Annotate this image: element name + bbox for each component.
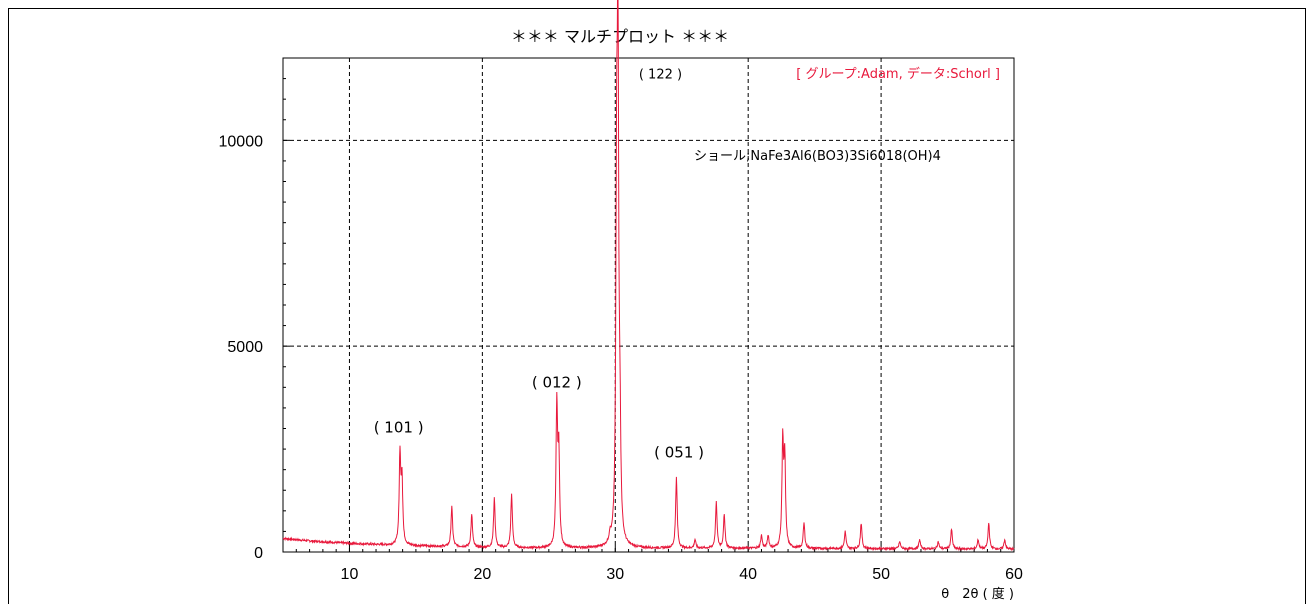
peak-label: ( 012 ) xyxy=(532,373,582,391)
x-tick-label: 50 xyxy=(872,566,890,583)
x-tick-label: 30 xyxy=(606,566,624,583)
x-tick-label: 20 xyxy=(473,566,491,583)
y-tick-label: 0 xyxy=(254,545,263,562)
x-tick-label: 60 xyxy=(1005,566,1023,583)
y-tick-labels: 0 5000 10000 xyxy=(219,133,264,562)
x-tick-label: 10 xyxy=(341,566,359,583)
legend-text: [ グループ:Adam, データ:Schorl ] xyxy=(796,66,1000,82)
plot-area-border xyxy=(282,57,1015,553)
peak-label: ( 122 ) xyxy=(639,68,682,83)
x-axis-label: θ 2θ ( 度 ) xyxy=(941,586,1014,602)
y-tick-label: 10000 xyxy=(219,133,264,150)
x-tick-label: 40 xyxy=(739,566,757,583)
peak-label: ( 101 ) xyxy=(374,419,424,437)
peak-label: ( 051 ) xyxy=(654,443,704,461)
minor-ticks xyxy=(283,78,1002,552)
compound-label: ショール;NaFe3Al6(BO3)3Si6018(OH)4 xyxy=(694,149,941,164)
y-tick-label: 5000 xyxy=(227,339,263,356)
series-line-schorl xyxy=(282,0,1015,552)
peak-annotations: ( 101 ) ( 012 ) ( 122 ) ( 051 ) xyxy=(374,68,704,462)
chart-title: ＊＊＊ マルチプロット ＊＊＊ xyxy=(511,27,729,46)
plot-frame xyxy=(8,8,1306,604)
x-tick-labels: 10 20 30 40 50 60 xyxy=(341,566,1023,583)
grid xyxy=(283,58,1014,552)
